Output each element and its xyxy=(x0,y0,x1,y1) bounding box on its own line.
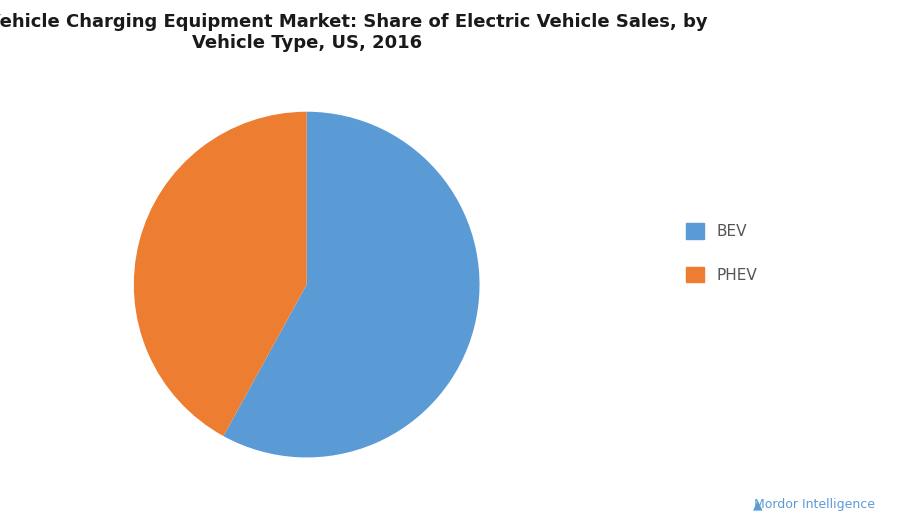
Wedge shape xyxy=(224,112,480,457)
Text: ▲: ▲ xyxy=(752,498,762,511)
Text: Mordor Intelligence: Mordor Intelligence xyxy=(754,498,875,511)
Wedge shape xyxy=(133,112,307,436)
Title: Electric Vehicle Charging Equipment Market: Share of Electric Vehicle Sales, by
: Electric Vehicle Charging Equipment Mark… xyxy=(0,13,708,52)
Legend: BEV, PHEV: BEV, PHEV xyxy=(678,216,765,290)
